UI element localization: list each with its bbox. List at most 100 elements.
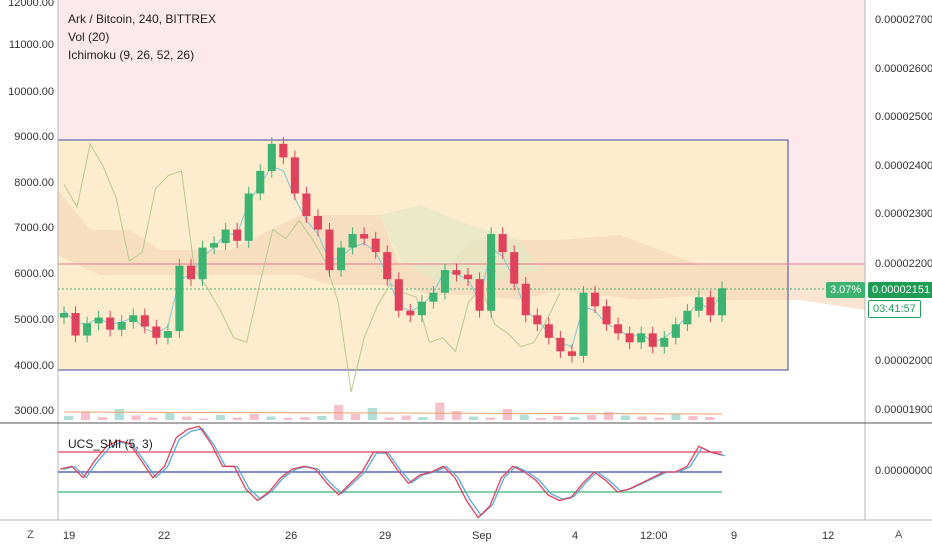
oscillator-zero-tick: 0.00000000	[875, 465, 932, 477]
volume-bar	[688, 416, 698, 420]
volume-indicator-label[interactable]: Vol (20)	[68, 30, 110, 44]
time-tick: 12:00	[640, 530, 668, 542]
candle-body	[371, 238, 380, 253]
candle-body	[117, 322, 126, 330]
left-tick: 5000.00	[14, 314, 54, 326]
ichimoku-conversion-line	[63, 165, 723, 348]
candle-body	[625, 333, 634, 343]
ichimoku-cloud	[58, 190, 865, 310]
volume-bar	[620, 415, 631, 420]
ichimoku-cloud-bull	[380, 205, 540, 285]
candle-body	[521, 283, 530, 316]
change-percent-badge: 3.07%	[826, 282, 866, 298]
volume-bar	[198, 418, 209, 420]
range-shade-right	[788, 140, 865, 265]
volume-bar	[80, 412, 91, 420]
candle-body	[337, 247, 346, 271]
zoom-toggle-button[interactable]: Z	[27, 529, 34, 541]
candle-body	[152, 326, 161, 338]
candle-body	[267, 143, 276, 171]
volume-bar	[300, 417, 310, 420]
volume-bar	[536, 418, 546, 420]
volume-bar	[452, 411, 462, 420]
candle-body	[602, 306, 611, 325]
candle-body	[233, 229, 242, 241]
smi-signal-line	[62, 427, 726, 517]
volume-bar	[97, 417, 108, 420]
volume-bar	[249, 414, 259, 420]
candle-body	[487, 234, 496, 311]
candle-body	[694, 297, 703, 311]
oscillator-label[interactable]: UCS_SMI (5, 3)	[68, 437, 153, 451]
volume-bar	[64, 416, 74, 420]
candle-body	[452, 270, 461, 275]
candle-body	[429, 292, 438, 302]
candle-body	[637, 333, 646, 343]
candle-body	[383, 252, 392, 280]
time-tick: 26	[285, 530, 298, 542]
candle-body	[671, 324, 680, 338]
volume-bar	[350, 414, 361, 420]
volume-bar	[654, 417, 664, 420]
auto-scale-button[interactable]: A	[895, 529, 903, 541]
right-tick: 0.00002700	[875, 14, 932, 26]
time-tick: 12	[822, 530, 835, 542]
candle-body	[463, 274, 473, 280]
ichimoku-indicator-label[interactable]: Ichimoku (9, 26, 52, 26)	[68, 48, 195, 62]
candle-body	[475, 279, 484, 311]
candle-body	[498, 234, 507, 253]
volume-bar	[485, 417, 496, 420]
volume-bars	[63, 402, 723, 420]
volume-bar	[215, 415, 226, 420]
volume-bar	[435, 402, 445, 420]
candle-body	[648, 333, 657, 347]
left-tick: 8000.00	[14, 177, 54, 189]
right-tick: 0.00002400	[875, 160, 932, 172]
left-tick: 7000.00	[14, 222, 54, 234]
candle-body	[256, 170, 265, 194]
volume-bar	[182, 416, 192, 420]
right-tick: 0.00002500	[875, 111, 932, 123]
left-tick: 4000.00	[14, 360, 54, 372]
candle-body	[198, 247, 207, 280]
left-tick: 10000.00	[8, 86, 54, 98]
volume-bar	[367, 408, 377, 420]
volume-bar	[148, 417, 158, 420]
left-axis-bg	[0, 0, 58, 520]
volume-bar	[266, 416, 276, 420]
volume-bar	[603, 412, 614, 420]
candle-body	[71, 313, 80, 336]
left-tick: 11000.00	[8, 39, 54, 51]
candle-body	[279, 143, 288, 158]
right-tick: 0.00001900	[875, 404, 932, 416]
candle-body	[210, 243, 219, 248]
volume-bar	[637, 416, 647, 420]
candle-body	[186, 265, 196, 280]
candle-body	[590, 292, 600, 307]
candle-body	[129, 315, 138, 323]
candle-body	[244, 193, 253, 241]
time-tick: Sep	[472, 530, 492, 542]
candle-body	[406, 310, 415, 316]
candlesticks[interactable]	[59, 137, 727, 363]
symbol-title[interactable]: Ark / Bitcoin, 240, BITTREX	[68, 12, 217, 26]
candle-body	[106, 317, 115, 330]
candle-body	[567, 351, 576, 356]
candle-body	[614, 324, 623, 334]
volume-bar	[468, 416, 479, 420]
candle-body	[175, 265, 184, 332]
smi-main-line	[59, 425, 723, 519]
time-tick: 22	[158, 530, 171, 542]
candle-body	[302, 193, 311, 217]
left-tick: 12000.00	[8, 0, 54, 9]
candle-body	[348, 234, 357, 248]
candle-body	[313, 216, 323, 230]
candle-body	[579, 292, 588, 356]
time-tick: 19	[63, 530, 76, 542]
candle-body	[417, 301, 426, 316]
candle-body	[360, 234, 369, 239]
conversion-line	[63, 165, 723, 348]
candle-body	[394, 279, 403, 311]
bar-countdown-badge: 03:41:57	[868, 300, 921, 318]
